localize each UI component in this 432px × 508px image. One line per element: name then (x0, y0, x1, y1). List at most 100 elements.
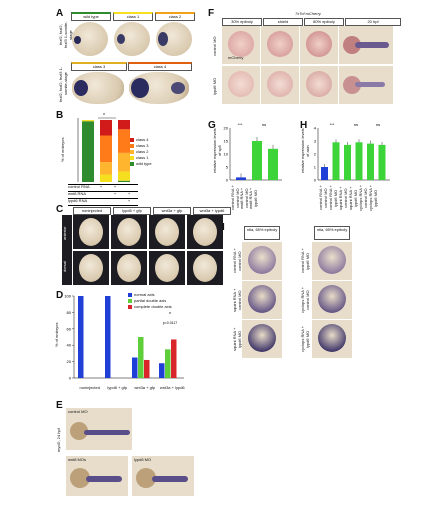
panel-d-legend: normal axis partial double axis complete… (128, 292, 172, 310)
panel-a-header-class1: class 1 (113, 12, 153, 21)
embryo-photo (312, 320, 352, 358)
y-tick-label: 40 (67, 343, 72, 348)
embryo-photo (261, 26, 299, 64)
panel-h-ylabel: relative expression levels of axin (300, 128, 310, 174)
panel-i-letter: I (222, 222, 225, 233)
panel-g-xlabels: control RNA + control MO wnt8 RNA + cont… (230, 185, 258, 211)
y-tick-label: 0 (314, 178, 317, 183)
y-tick-label: 20 (224, 126, 229, 131)
panel-c-image-grid (73, 215, 225, 285)
embryo-photo (339, 66, 393, 104)
panel-g-chart: 0 5 10 15 20 *** ns (224, 122, 282, 182)
embryo-photo (73, 215, 109, 249)
embryo-photo (149, 251, 185, 285)
bar (367, 143, 374, 180)
bar (355, 142, 363, 180)
y-tick-label: 80 (67, 310, 72, 315)
embryo-image-class1 (114, 22, 150, 56)
panel-f-row-label-lypd6: lypd6 MO (212, 77, 217, 95)
panel-f-row-label-control: control MO (212, 36, 217, 56)
panel-b-sig: * (103, 113, 105, 119)
panel-i-header-left: ntla, 65% epiboly (244, 226, 280, 240)
panel-d-letter: D (56, 290, 64, 301)
panel-g-letter: G (208, 120, 216, 131)
bar (171, 339, 177, 378)
bar (138, 337, 144, 378)
panel-e-letter: E (56, 400, 63, 411)
panel-i-label-r3: cyclops RNA + lypd6 MO (300, 325, 310, 353)
panel-b-ylabel: % of embryos (60, 137, 65, 163)
embryo-photo-wnt8-mos: wnt8 MOs (66, 456, 128, 496)
panel-i-header-right: ntla, 65% epiboly (314, 226, 350, 240)
y-tick-label: 100 (64, 294, 71, 299)
mcherry-label: mCherry (228, 55, 244, 60)
embryo-photo (339, 26, 393, 64)
panel-c-row-label-anterior: anterior (62, 226, 67, 240)
panel-a-top-row-label: fezf2, foxf2, fezf3 1-somite-stage (58, 21, 73, 49)
panel-b-injection-table: control RNA + + wnt8 RNA + + lypd6 RNA + (68, 184, 138, 206)
panel-a-header-wildtype: wild type (71, 12, 111, 21)
panel-g-sig-2: ns (262, 122, 266, 127)
panel-h-sig-2: ns (354, 122, 358, 127)
bar (344, 144, 351, 180)
panel-i-label-l2: squint RNA + control MO (232, 288, 242, 312)
embryo-image-class3 (72, 72, 124, 104)
embryo-photo (222, 66, 260, 104)
embryo-photo: mCherry (222, 26, 260, 64)
panel-c-row-label-bg (62, 215, 72, 285)
bar (165, 349, 171, 378)
embryo-image-class4 (129, 72, 189, 104)
panel-c-row-label-dorsal: dorsal (62, 261, 67, 273)
panel-b-legend: class 4 class 3 class 2 class 1 wild typ… (130, 137, 152, 167)
embryo-photo (242, 281, 282, 319)
panel-i-label-r1: control RNA + lypd6 MO (300, 248, 310, 274)
bar-segment (82, 120, 94, 122)
panel-h-chart: 0 1 2 3 4 *** ns ns (314, 122, 390, 183)
panel-f-header: 7xTcf:mCherry (295, 11, 321, 16)
panel-i-label-l3: squint RNA + lypd6 MO (232, 327, 242, 351)
bar-segment (100, 162, 112, 175)
embryo-photo (73, 251, 109, 285)
panel-h-xlabels: control RNA + control MO control RNA + l… (318, 184, 378, 212)
panel-c-headers: noninjected lypd6 + gfp wnt3a + gfp wnt3… (73, 207, 231, 215)
y-tick-label: 15 (224, 139, 229, 144)
bar (378, 144, 386, 180)
bar-segment (118, 152, 130, 172)
panel-h-letter: H (300, 120, 308, 131)
y-tick-label: 0 (69, 376, 72, 381)
embryo-photo-lypd6-mo: lypd6 MO (132, 456, 194, 496)
bar (332, 142, 340, 180)
y-tick-label: 5 (226, 165, 229, 170)
panel-b-letter: B (56, 110, 64, 121)
bar (236, 177, 246, 180)
embryo-photo (261, 66, 299, 104)
panel-i-label-r2: cyclops RNA + control MO (300, 286, 310, 314)
panel-c-letter: C (56, 204, 64, 215)
bar (78, 296, 84, 378)
embryo-photo (312, 281, 352, 319)
bar-segment (82, 121, 94, 182)
embryo-photo (312, 242, 352, 280)
bar-segment (118, 171, 130, 181)
bar (321, 167, 328, 180)
embryo-photo (149, 215, 185, 249)
panel-d-pvalue: p=0.0117 (163, 321, 177, 325)
panel-d-chart: 0 20 40 60 80 100 p=0.0117 * (64, 294, 184, 381)
embryo-image-class2 (156, 22, 192, 56)
panel-a-letter: A (56, 8, 64, 19)
panel-g-ylabel: relative expression levels of sp5 (212, 128, 222, 174)
embryo-photo (111, 215, 147, 249)
panel-g-sig-1: *** (238, 122, 243, 127)
panel-h-sig-1: *** (330, 122, 335, 127)
embryo-photo (187, 215, 223, 249)
bar (159, 363, 165, 378)
bar-segment (118, 180, 130, 182)
panel-e-row-label: myoD, 24 hpf (56, 428, 61, 452)
bar (132, 357, 138, 378)
y-tick-label: 1 (314, 165, 317, 170)
bar (252, 141, 262, 180)
embryo-photo (242, 320, 282, 358)
panel-h-sig-3: ns (376, 122, 380, 127)
y-tick-label: 60 (67, 326, 72, 331)
bar (144, 359, 150, 378)
